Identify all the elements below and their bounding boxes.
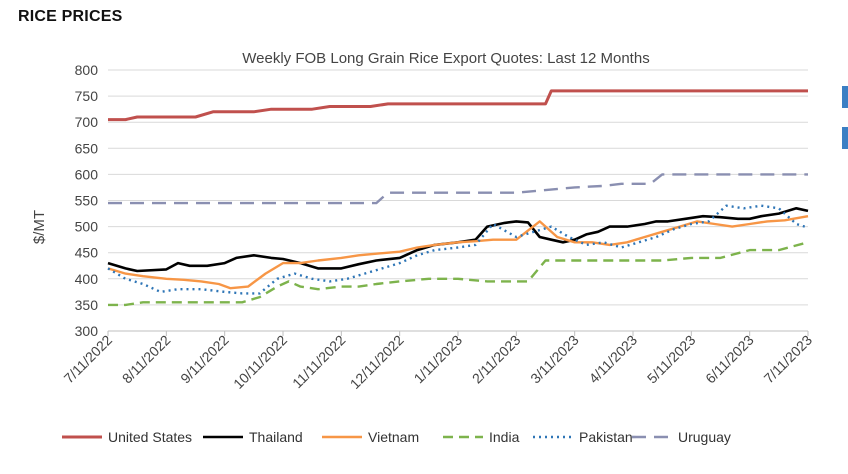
y-tick-label: 650 [75,140,99,156]
legend-label: India [489,429,520,445]
x-tick-label: 4/11/2023 [585,332,640,387]
y-tick-label: 600 [75,166,99,182]
y-axis-label: $/MT [31,210,48,244]
series-line-united-states [108,89,808,122]
y-tick-label: 800 [75,62,99,78]
y-axis: 300 350 400 450 500 550 600 650 700 750 800 [75,62,99,339]
x-tick-label: 5/11/2023 [644,332,699,387]
x-tick-label: 1/11/2023 [410,332,465,387]
x-tick-label: 10/11/2022 [230,332,290,392]
y-tick-label: 550 [75,193,99,209]
y-tick-label: 450 [75,245,99,261]
series-line-thailand [107,207,809,273]
x-tick-label: 7/11/2023 [760,332,815,387]
legend-label: Vietnam [368,429,419,445]
side-marker-top [842,86,848,108]
y-tick-label: 300 [75,323,99,339]
legend-label: Thailand [249,429,303,445]
series-line-uruguay [108,173,808,205]
legend-label: United States [108,429,192,445]
y-tick-label: 500 [75,219,99,235]
x-tick-label: 11/11/2022 [289,332,349,392]
gridlines [108,69,808,332]
y-tick-label: 750 [75,88,99,104]
x-axis: 7/11/2022 8/11/2022 9/11/202210/11/202211/… [60,331,815,392]
x-tick-label: 7/11/2022 [60,332,115,387]
x-tick-label: 2/11/2023 [469,332,524,387]
y-tick-label: 700 [75,114,99,130]
side-marker-bottom [842,127,848,149]
legend-label: Uruguay [678,429,731,445]
x-tick-label: 9/11/2022 [177,332,232,387]
legend-label: Pakistan [579,429,633,445]
series-line-india [108,241,809,307]
x-tick-label: 3/11/2023 [527,332,582,387]
x-tick-label: 6/11/2023 [702,332,757,387]
x-tick-label: 8/11/2022 [119,332,174,387]
y-tick-label: 400 [75,271,99,287]
series-lines [107,89,809,307]
page-heading: RICE PRICES [18,8,123,25]
series-line-pakistan [107,204,809,295]
chart-title: Weekly FOB Long Grain Rice Export Quotes… [242,50,649,67]
legend: United States Thailand Vietnam India Pakista… [62,429,731,445]
y-tick-label: 350 [75,297,99,313]
x-tick-label: 12/11/2022 [347,332,407,392]
